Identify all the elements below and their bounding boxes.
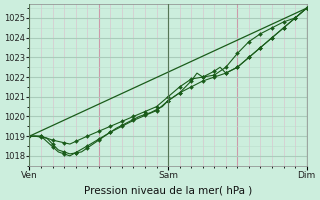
X-axis label: Pression niveau de la mer( hPa ): Pression niveau de la mer( hPa ) xyxy=(84,186,252,196)
